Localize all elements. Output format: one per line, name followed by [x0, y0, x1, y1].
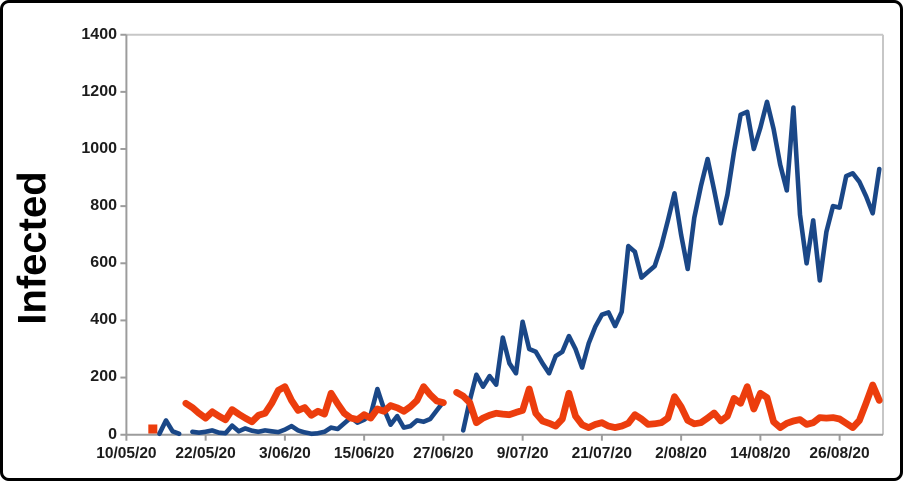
y-tick-label: 800 [90, 197, 117, 214]
y-tick-label: 1000 [81, 139, 117, 157]
x-tick-label: 15/06/20 [333, 445, 395, 462]
y-tick-label: 1400 [81, 25, 117, 43]
series-blue-line [190, 386, 446, 437]
y-tick-label: 400 [90, 311, 117, 329]
x-tick-label: 22/05/20 [175, 445, 236, 462]
x-tick-label: 9/07/20 [496, 445, 549, 462]
x-tick-label: 10/05/20 [96, 445, 157, 462]
series-blue-line [157, 418, 182, 437]
y-axis-title: Infected [10, 171, 55, 325]
chart-canvas [120, 33, 884, 441]
series-orange-line [453, 381, 883, 431]
y-tick-label: 200 [90, 368, 117, 386]
x-tick-label: 26/08/20 [809, 445, 870, 462]
y-tick-label: 600 [90, 254, 117, 272]
series-blue-line [460, 99, 882, 433]
series-orange-point-marker [148, 424, 158, 434]
x-tick-label: 3/06/20 [259, 445, 311, 462]
axis-ticks [120, 33, 841, 441]
series-lines [148, 99, 883, 437]
x-tick-label: 21/07/20 [571, 445, 632, 462]
x-tick-label: 14/08/20 [730, 445, 791, 462]
y-tick-label: 1200 [81, 82, 117, 100]
series-orange-line [182, 383, 447, 426]
x-tick-label: 2/08/20 [655, 445, 707, 462]
x-tick-label: 27/06/20 [413, 445, 474, 462]
y-tick-label: 0 [108, 425, 117, 443]
